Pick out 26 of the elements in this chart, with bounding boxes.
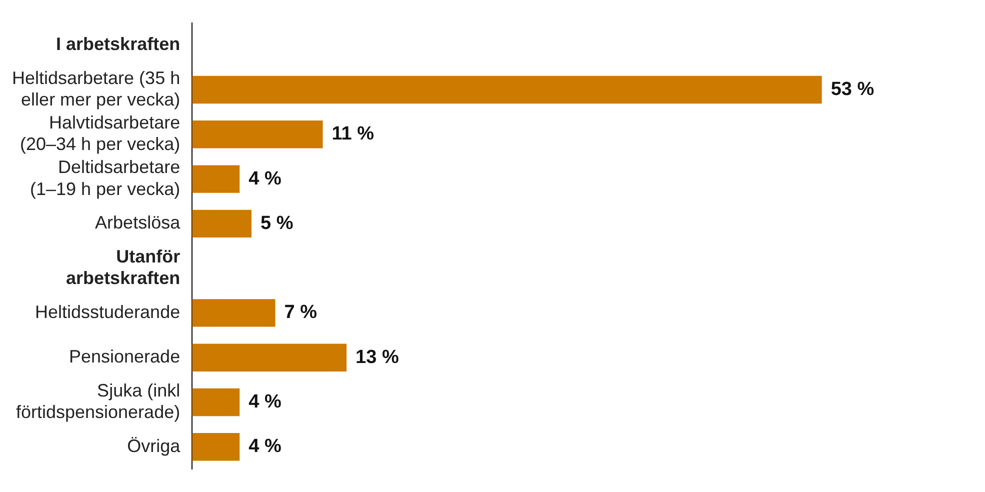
y-tick-label: Halvtidsarbetare (20–34 h per vecka) — [20, 112, 180, 154]
data-label: 4 % — [248, 436, 282, 458]
y-tick-label: Arbetslösa — [95, 212, 182, 233]
y-tick-label: Pensionerade — [68, 346, 180, 367]
bar — [192, 210, 252, 238]
bar — [192, 344, 347, 372]
data-label: 5 % — [260, 212, 294, 234]
y-tick-label: I arbetskraften — [56, 34, 180, 54]
y-tick-label: Utanför arbetskraften — [66, 246, 180, 288]
bar — [192, 120, 323, 148]
data-label: 4 % — [248, 391, 282, 412]
data-label: 13 % — [356, 346, 399, 368]
y-tick-label: Övriga — [127, 436, 182, 456]
y-tick-label: Deltidsarbetare (1–19 h per vecka) — [30, 157, 180, 199]
y-tick-label: Heltidsarbetare (35 h eller mer per vecka) — [12, 68, 180, 110]
bar — [192, 433, 240, 461]
y-tick-label: Sjuka (inkl förtidspensionerade) — [16, 380, 180, 422]
bar — [192, 388, 240, 416]
data-label: 7 % — [284, 302, 318, 324]
data-label: 4 % — [248, 168, 282, 190]
bar — [192, 299, 276, 327]
y-tick-label: Heltidsstuderande — [34, 302, 180, 322]
data-label: 11 % — [332, 124, 374, 145]
data-label: 53 % — [830, 78, 874, 100]
bar — [192, 165, 240, 193]
bar — [192, 76, 822, 104]
